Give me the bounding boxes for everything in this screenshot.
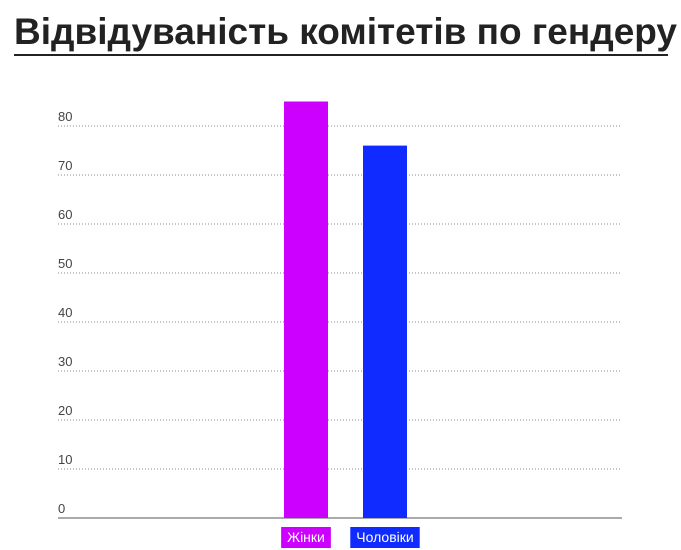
x-category-label: Жінки bbox=[287, 529, 325, 545]
y-tick-label: 0 bbox=[58, 501, 65, 516]
category-tag-background bbox=[281, 527, 331, 548]
y-tick-label: 30 bbox=[58, 354, 72, 369]
y-tick-label: 70 bbox=[58, 158, 72, 173]
y-tick-label: 20 bbox=[58, 403, 72, 418]
gridlines bbox=[58, 125, 622, 519]
bar-men bbox=[363, 145, 407, 518]
title-underline bbox=[14, 54, 668, 56]
y-tick-label: 40 bbox=[58, 305, 72, 320]
chart-title: Відвідуваність комітетів по гендеру bbox=[14, 11, 677, 52]
category-tag-women: Жінки bbox=[281, 527, 331, 548]
y-tick-label: 50 bbox=[58, 256, 72, 271]
bars bbox=[284, 101, 407, 518]
y-tick-label: 80 bbox=[58, 109, 72, 124]
category-tag-background bbox=[350, 527, 420, 548]
category-tag-men: Чоловіки bbox=[350, 527, 420, 548]
y-axis-ticks: 0 10 20 30 40 50 60 70 80 bbox=[58, 109, 72, 516]
x-category-label: Чоловіки bbox=[356, 529, 413, 545]
category-labels: Жінки Чоловіки bbox=[281, 527, 420, 548]
y-tick-label: 60 bbox=[58, 207, 72, 222]
bar-women bbox=[284, 101, 328, 518]
y-tick-label: 10 bbox=[58, 452, 72, 467]
